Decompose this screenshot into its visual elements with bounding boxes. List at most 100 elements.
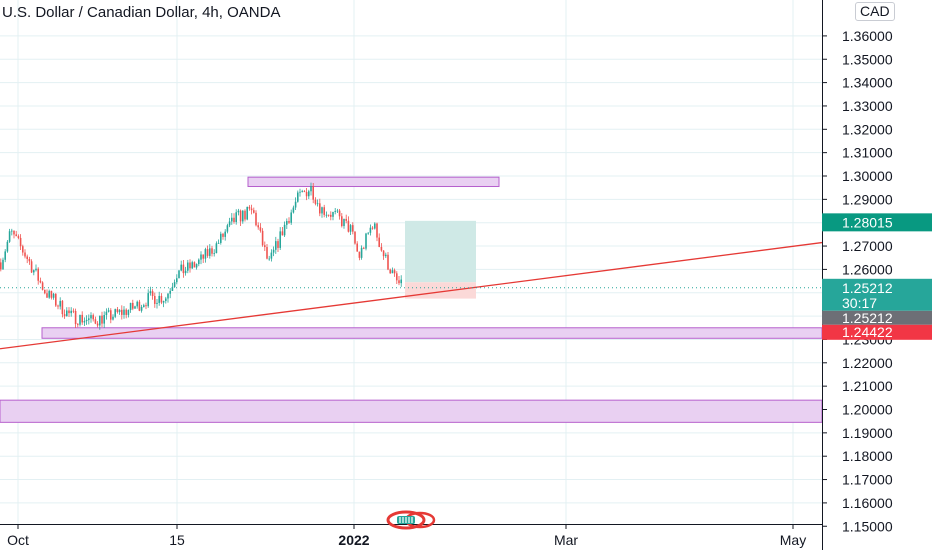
candle-body — [19, 237, 22, 247]
candle — [303, 190, 306, 193]
candle-body — [347, 220, 350, 232]
candle-body — [378, 237, 380, 247]
candle-body — [310, 186, 312, 192]
candle-body — [354, 231, 356, 244]
candle-body — [367, 232, 369, 234]
candle-body — [11, 230, 13, 232]
sr-zone-2[interactable] — [0, 399, 823, 423]
candle — [385, 252, 387, 258]
candle-body — [151, 291, 154, 297]
currency-badge[interactable]: CAD — [855, 2, 895, 21]
candle-body — [393, 270, 396, 274]
candle-body — [193, 262, 196, 268]
candle-body — [396, 273, 398, 281]
candle — [255, 210, 257, 227]
time-tick-label: Oct — [7, 532, 29, 548]
candle — [393, 268, 396, 277]
candle-body — [387, 254, 389, 270]
candle — [88, 314, 90, 325]
candle — [305, 187, 308, 201]
candle-body — [281, 231, 284, 236]
candle — [52, 292, 55, 300]
candle-body — [261, 230, 264, 246]
candle-body — [266, 247, 268, 259]
candle-body — [59, 300, 61, 307]
candle — [160, 293, 163, 305]
time-tick-label: Mar — [554, 532, 578, 548]
stop-value-badge: 1.24422 — [822, 324, 932, 340]
candle — [81, 311, 83, 325]
candle-body — [55, 293, 57, 306]
candle-body — [39, 280, 42, 283]
candle-body — [301, 191, 303, 192]
candle — [110, 308, 112, 324]
candle — [349, 223, 352, 236]
candle — [297, 190, 299, 203]
symbol-title: U.S. Dollar / Canadian Dollar, 4h, OANDA — [2, 4, 281, 21]
candle — [253, 207, 255, 214]
candle — [387, 251, 389, 271]
candle-body — [92, 315, 94, 320]
candle-body — [158, 295, 160, 303]
candle — [30, 259, 33, 273]
candle-body — [77, 324, 79, 325]
candle-body — [314, 199, 317, 204]
candle-body — [37, 268, 39, 281]
candle — [37, 267, 39, 285]
candle — [167, 292, 169, 303]
long-position-tool[interactable] — [405, 220, 476, 299]
candle-body — [70, 310, 72, 314]
candle — [378, 233, 380, 248]
candle-body — [332, 211, 334, 217]
candle-body — [259, 227, 262, 231]
candle-body — [52, 293, 55, 298]
candle — [294, 197, 297, 211]
candle — [332, 211, 334, 221]
candle-body — [334, 210, 336, 212]
candle-body — [206, 249, 209, 256]
candle-body — [237, 210, 240, 213]
candle-body — [123, 309, 125, 315]
candle — [22, 244, 24, 256]
low-value-badge-text: 1.25212 — [842, 310, 893, 326]
candle-body — [17, 236, 20, 238]
candle-body — [184, 270, 187, 274]
candle-body — [288, 220, 290, 223]
candle-body — [26, 256, 28, 260]
candle-body — [204, 249, 207, 259]
sr-zone-1[interactable] — [41, 327, 823, 339]
trendline[interactable] — [0, 241, 823, 350]
price-axis[interactable]: 1.36000 1.35000 1.34000 1.33000 1.32000 1.310… — [822, 0, 932, 550]
sr-zone-0[interactable] — [247, 176, 500, 188]
current-price-badge-bg — [822, 213, 932, 232]
candle — [33, 269, 35, 276]
candle — [28, 256, 31, 265]
candle — [154, 292, 156, 308]
candle-body — [343, 218, 345, 227]
candle — [369, 224, 372, 236]
candle — [46, 289, 48, 299]
candle — [118, 309, 121, 315]
candle-body — [149, 291, 152, 294]
price-tick-label: 1.35000 — [842, 51, 893, 67]
candle-body — [312, 186, 314, 200]
candle-body — [299, 191, 301, 193]
current-price-badge: 1.28015 — [822, 213, 932, 232]
candle — [292, 205, 295, 214]
candle-body — [167, 293, 169, 299]
candle-body — [13, 230, 15, 235]
support-resistance-zones[interactable] — [0, 176, 823, 423]
candle — [270, 249, 273, 262]
candle-body — [187, 262, 189, 271]
candle — [266, 244, 268, 260]
candle — [391, 267, 394, 274]
candle — [59, 297, 61, 310]
candle-body — [356, 243, 358, 252]
candle — [116, 306, 119, 314]
candle — [259, 223, 262, 233]
candle-body — [143, 305, 145, 307]
candle — [237, 208, 240, 216]
candle-body — [290, 212, 292, 223]
candle-body — [101, 315, 103, 324]
